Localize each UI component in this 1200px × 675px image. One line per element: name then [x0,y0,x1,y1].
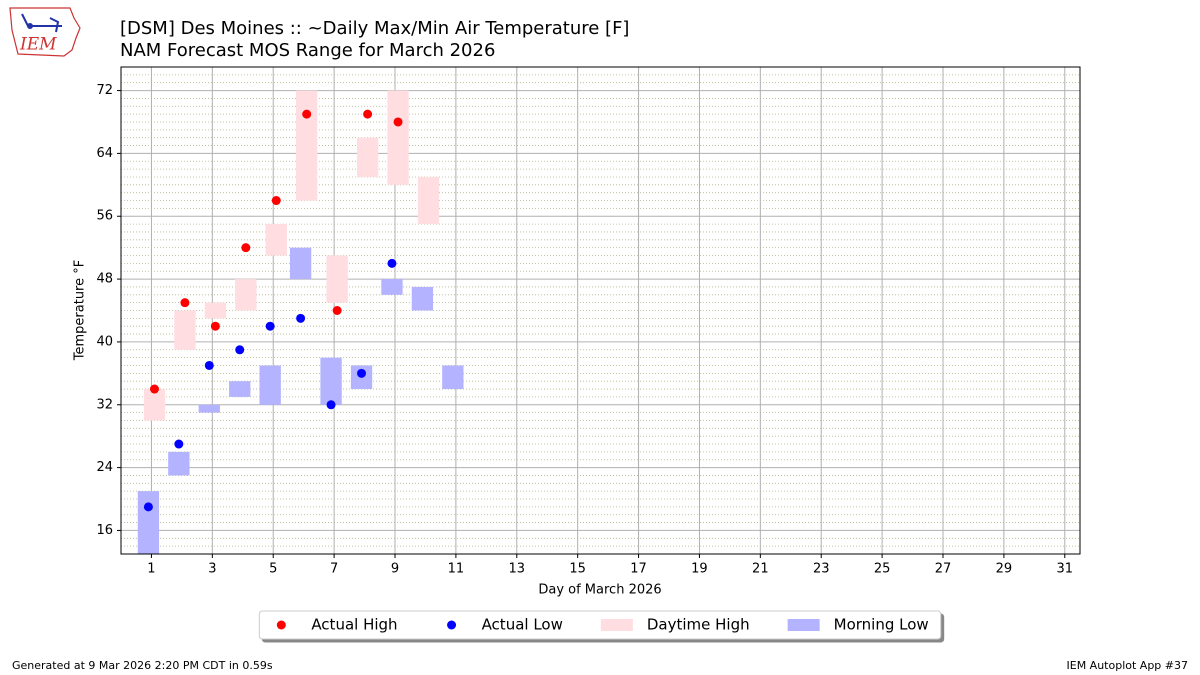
y-tick-label: 16 [96,523,113,538]
x-tick-label: 23 [813,562,830,577]
x-tick-label: 3 [208,562,216,577]
legend-marker [276,620,286,630]
legend-label: Actual Low [482,616,563,634]
range-bar [143,389,166,421]
legend-label: Actual High [311,616,397,634]
chart-subtitle: NAM Forecast MOS Range for March 2026 [120,40,495,61]
point [265,321,275,331]
x-tick-label: 11 [448,562,465,577]
point [302,109,312,119]
range-bar [265,224,287,256]
grid [121,67,1080,554]
range-bar [174,310,196,350]
x-axis-label: Day of March 2026 [538,583,661,598]
x-tick-label: 1 [147,562,155,577]
point [210,321,220,331]
point [149,384,159,394]
logo-text: IEM [19,35,57,55]
legend-label: Morning Low [834,616,929,634]
x-tick-label: 13 [509,562,526,577]
y-tick-label: 32 [96,397,113,412]
legend-item: Actual Low [447,616,563,634]
x-tick-label: 15 [569,562,586,577]
range-bar [235,279,257,311]
range-bar [381,279,403,295]
point [204,360,214,370]
range-bar [259,365,281,405]
point [143,502,153,512]
range-bar [198,404,220,413]
legend-item: Morning Low [787,616,929,634]
y-tick-label: 40 [96,334,113,349]
point [271,196,281,206]
logo: IEM [9,7,81,57]
range-bar [289,247,312,280]
range-bar [356,137,379,177]
range-bar [320,357,342,405]
legend-box [258,610,942,640]
point [180,298,190,308]
point [174,439,184,449]
x-tick-label: 29 [996,562,1013,577]
x-tick-label: 5 [269,562,277,577]
point [235,345,245,355]
range-bar [137,491,160,554]
legend-marker [787,619,820,631]
x-tick-label: 25 [874,562,891,577]
range-bar [442,365,464,390]
range-bar [168,451,190,476]
legend-label: Daytime High [647,616,750,634]
point [296,313,306,323]
x-tick-label: 17 [630,562,647,577]
legend-marker [447,620,457,630]
y-tick-label: 56 [96,209,113,224]
range-bar [296,90,318,201]
y-tick-label: 64 [96,146,113,161]
footer-left: Generated at 9 Mar 2026 2:20 PM CDT in 0… [12,659,273,672]
legend-item: Actual High [276,616,398,634]
range-bar [387,90,409,185]
plot-marks [137,90,464,554]
y-tick-label: 48 [96,272,113,287]
chart-title: [DSM] Des Moines :: ~Daily Max/Min Air T… [120,18,629,39]
point [357,368,367,378]
range-bar [411,286,434,311]
y-axis-label: Temperature °F [73,260,88,361]
range-bar [417,176,440,225]
point [363,109,373,119]
range-bar [229,381,251,397]
x-tick-label: 19 [691,562,708,577]
point [326,400,336,410]
legend: Actual High Actual Low Daytime High Morning… [258,610,942,640]
point [241,243,251,253]
x-tick-label: 27 [935,562,952,577]
x-tick-label: 7 [330,562,338,577]
footer-right: IEM Autoplot App #37 [1067,659,1189,672]
x-tick-label: 9 [391,562,399,577]
plot-frame [120,66,1081,555]
y-tick-label: 72 [96,83,113,98]
range-bar [204,302,227,319]
x-tick-label: 21 [752,562,769,577]
legend-item: Daytime High [600,616,750,634]
range-bar [326,255,348,303]
legend-marker [600,619,633,631]
x-tick-label: 31 [1057,562,1074,577]
y-tick-label: 24 [96,460,113,475]
point [332,306,342,315]
point [387,258,397,268]
point [393,117,403,127]
